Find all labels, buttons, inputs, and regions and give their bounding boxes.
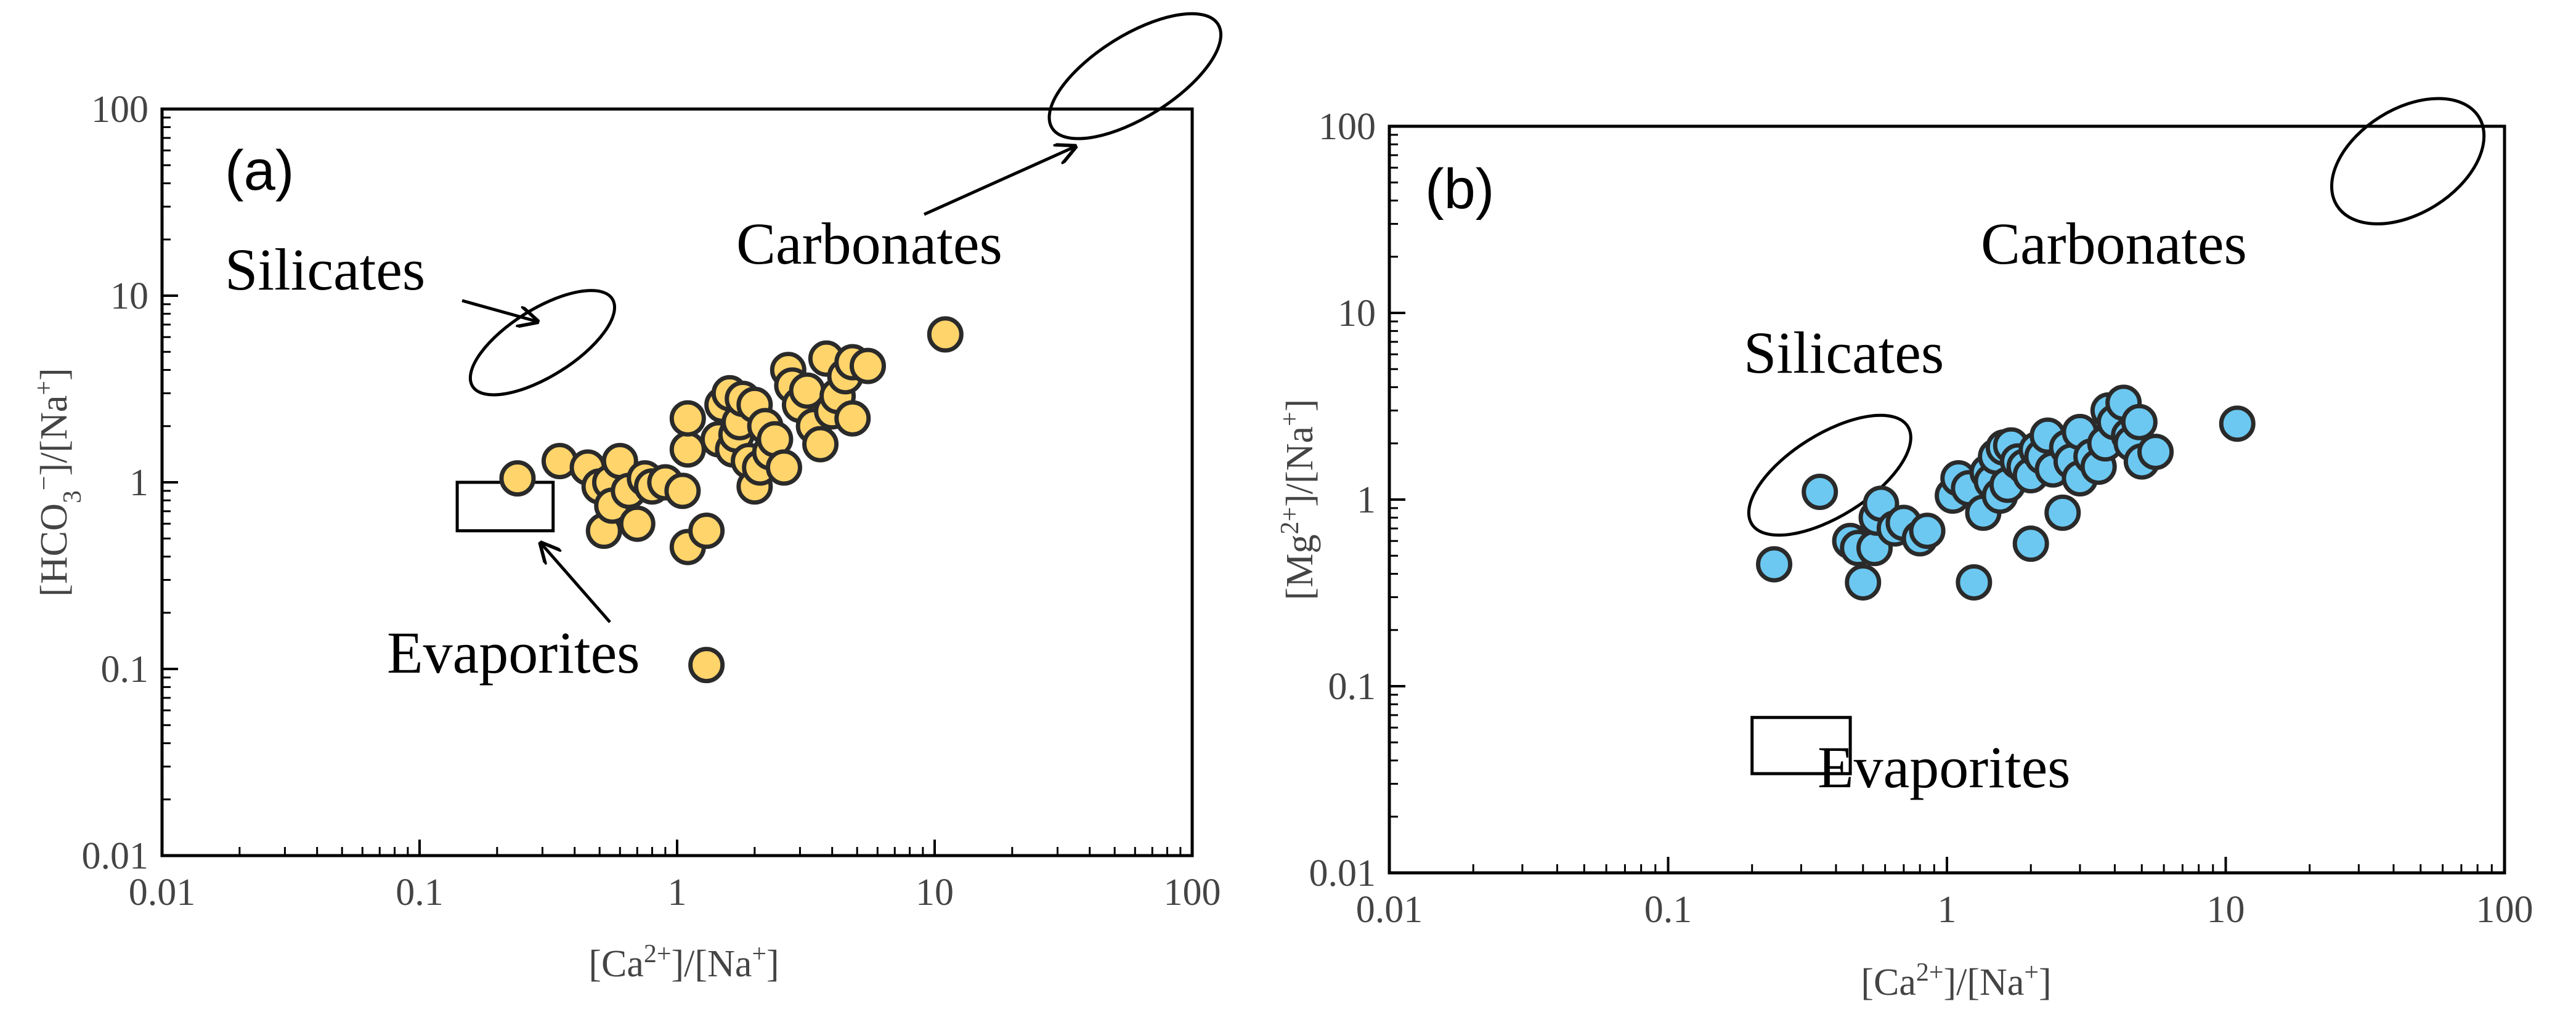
data-point-a <box>664 472 701 509</box>
carbonates-ellipse-b <box>2330 97 2486 225</box>
silicates-ellipse-b <box>1747 413 1912 537</box>
evaporites-label-b: Evaporites <box>1818 734 2071 800</box>
data-point-b <box>1956 564 1993 601</box>
data-point-a <box>688 512 725 549</box>
y-tick-label-a: 0.1 <box>101 649 149 691</box>
evaporites-label-a: Evaporites <box>387 620 640 686</box>
evaporites-arrow-a <box>541 543 611 623</box>
x-tick-label-a: 0.1 <box>396 872 444 913</box>
y-tick-label-b: 100 <box>1318 106 1376 148</box>
y-tick-label-b: 0.1 <box>1328 666 1376 708</box>
data-point-a <box>834 400 871 437</box>
x-axis-label-b: [Ca2+]/[Na+] <box>1861 958 2051 1003</box>
data-point-a <box>849 347 886 384</box>
panel-label-a: (a) <box>225 139 294 202</box>
data-point-b <box>1845 564 1882 601</box>
panel-a: 0.01 0.1 1 10 100 0.01 0.1 1 10 100 (a) Silicates… <box>30 12 1223 985</box>
x-axis-label-a: [Ca2+]/[Na+] <box>588 940 779 985</box>
data-point-a <box>802 426 839 463</box>
data-point-b <box>2044 494 2081 531</box>
carbonates-label-a: Carbonates <box>736 211 1002 277</box>
x-tick-label-b: 0.1 <box>1644 889 1692 931</box>
x-tick-label-a: 0.01 <box>129 872 196 913</box>
x-tick-label-b: 1 <box>1938 889 1957 931</box>
y-axis-label-a: [HCO3−]/[Na+] <box>30 368 87 596</box>
y-tick-label-b: 10 <box>1338 293 1376 334</box>
data-point-a <box>669 431 706 468</box>
y-axis-label-b: [Mg2+]/[Na+] <box>1276 399 1321 601</box>
carbonates-label-b: Carbonates <box>1981 211 2247 277</box>
y-tick-label-a: 10 <box>110 275 148 317</box>
data-point-b <box>1909 512 1946 549</box>
data-point-b <box>2137 434 2174 471</box>
x-tick-label-a: 1 <box>668 872 687 913</box>
y-tick-label-a: 0.01 <box>82 835 149 877</box>
carbonates-arrow-a <box>923 147 1075 216</box>
data-point-b <box>1756 546 1793 583</box>
x-tick-label-b: 0.01 <box>1356 889 1423 931</box>
regions-b <box>1747 97 2486 776</box>
data-point-a <box>499 460 536 497</box>
points-b <box>1756 384 2256 601</box>
data-point-b <box>2012 525 2049 562</box>
data-point-b <box>2219 405 2256 442</box>
data-point-b <box>2121 403 2158 440</box>
y-tick-label-b: 0.01 <box>1309 853 1376 894</box>
silicates-arrow-a <box>461 299 537 322</box>
silicates-label-b: Silicates <box>1744 320 1944 386</box>
carbonates-ellipse-a <box>1047 12 1223 140</box>
data-point-a <box>669 400 706 437</box>
data-point-a <box>688 647 725 684</box>
data-point-a <box>927 316 964 353</box>
x-tick-label-a: 10 <box>916 872 954 913</box>
silicates-label-a: Silicates <box>225 237 425 302</box>
silicates-ellipse-a <box>468 289 616 397</box>
y-tick-label-a: 100 <box>91 89 148 131</box>
ticks-a: 0.01 0.1 1 10 100 0.01 0.1 1 10 100 <box>82 89 1221 913</box>
y-tick-label-a: 1 <box>129 462 148 504</box>
x-tick-label-b: 100 <box>2476 889 2533 931</box>
data-point-a <box>619 505 656 542</box>
ticks-b: 0.01 0.1 1 10 100 0.01 0.1 1 10 100 <box>1309 106 2533 931</box>
y-tick-label-b: 1 <box>1357 479 1376 521</box>
panel-b: 0.01 0.1 1 10 100 0.01 0.1 1 10 100 (b) Carbonate… <box>1276 97 2533 1003</box>
panel-label-b: (b) <box>1425 158 1494 221</box>
data-point-b <box>1802 473 1839 510</box>
x-tick-label-a: 100 <box>1164 872 1221 913</box>
points-a <box>499 316 964 684</box>
x-tick-label-b: 10 <box>2207 889 2245 931</box>
evaporites-box-b <box>1750 716 1852 776</box>
data-point-a <box>765 449 802 486</box>
